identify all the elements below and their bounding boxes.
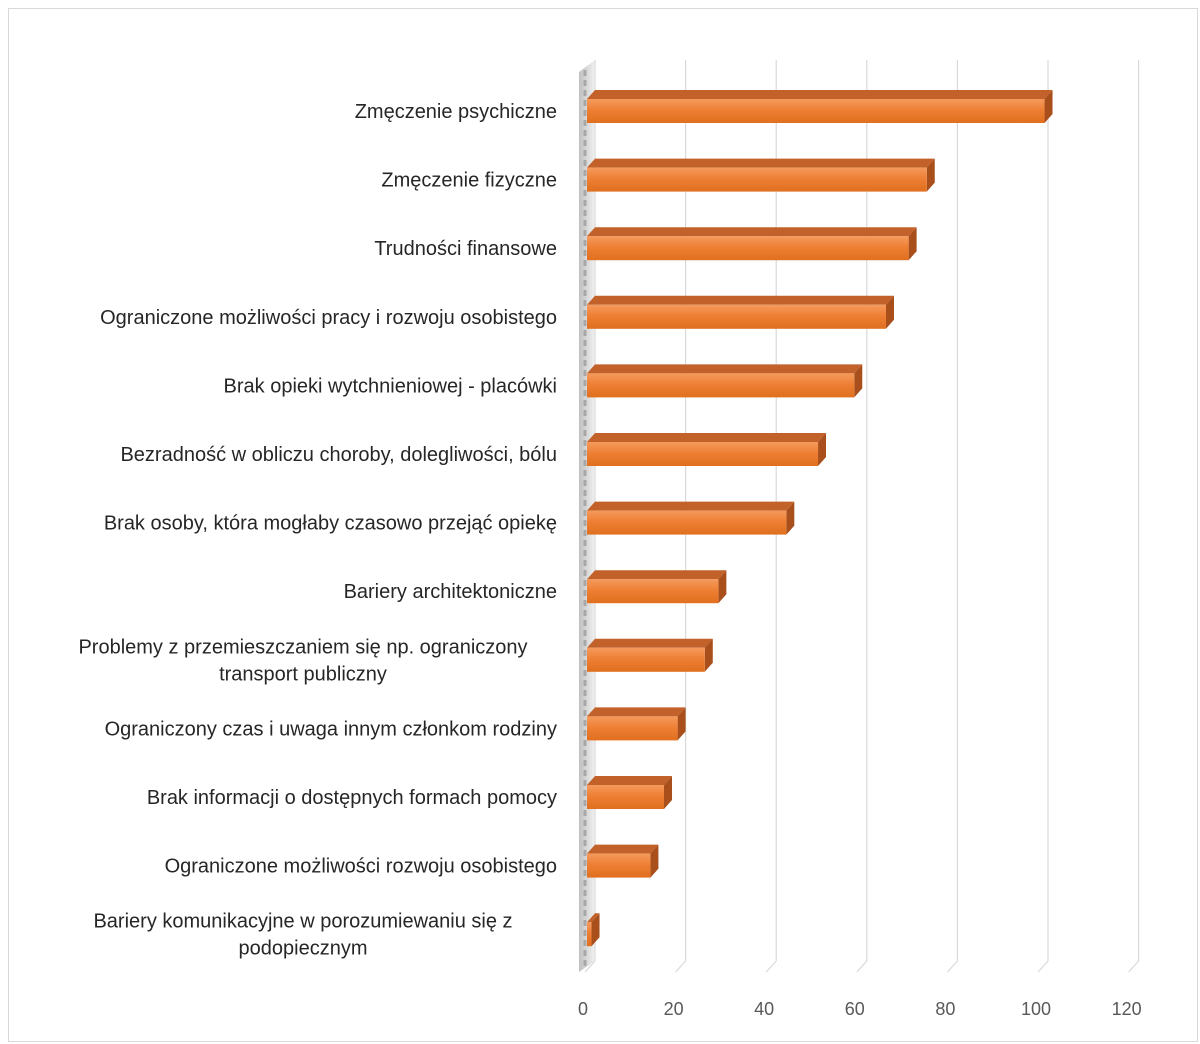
category-label-2: Zmęczenie fizyczne [381, 170, 557, 192]
bar-5 [587, 364, 863, 398]
category-label-12: Ograniczone możliwości rozwoju osobisteg… [165, 856, 557, 878]
bar-2 [587, 158, 935, 192]
category-label-8: Bariery architektoniczne [344, 581, 557, 603]
gridline-60 [856, 60, 868, 973]
bar-12 [587, 844, 659, 878]
bar-8 [587, 570, 727, 604]
bar-4 [587, 295, 894, 329]
x-tick-label-80: 80 [935, 999, 955, 1019]
x-tick-label-120: 120 [1112, 999, 1142, 1019]
bar-6 [587, 433, 827, 466]
bar-7 [587, 501, 795, 535]
gridline-120 [1128, 60, 1140, 973]
x-tick-label-100: 100 [1021, 999, 1051, 1019]
category-label-1: Zmęczenie psychiczne [355, 101, 557, 123]
category-label-6: Bezradność w obliczu choroby, dolegliwoś… [120, 444, 557, 466]
bar-11 [587, 776, 673, 809]
category-label-11: Brak informacji o dostępnych formach pom… [147, 787, 557, 809]
category-label-7: Brak osoby, która mogłaby czasowo przeją… [104, 513, 557, 535]
category-label-4: Ograniczone możliwości pracy i rozwoju o… [100, 307, 557, 329]
category-label-3: Trudności finansowe [374, 238, 557, 260]
bar-1 [587, 90, 1053, 123]
gridline-100 [1037, 60, 1049, 973]
x-tick-label-60: 60 [845, 999, 865, 1019]
bar-13 [587, 913, 600, 947]
bar-3 [587, 227, 917, 261]
category-label-9: Problemy z przemieszczaniem się np. ogra… [78, 636, 527, 685]
category-label-13: Bariery komunikacyjne w porozumiewaniu s… [93, 911, 512, 960]
x-tick-label-40: 40 [754, 999, 774, 1019]
category-label-5: Brak opieki wytchnieniowej - placówki [224, 375, 557, 397]
bar-10 [587, 707, 686, 741]
bar-9 [587, 638, 713, 672]
category-label-10: Ograniczony czas i uwaga innym członkom … [105, 718, 557, 740]
x-tick-label-20: 20 [664, 999, 684, 1019]
gridline-80 [946, 60, 959, 973]
x-tick-label-0: 0 [578, 999, 588, 1019]
